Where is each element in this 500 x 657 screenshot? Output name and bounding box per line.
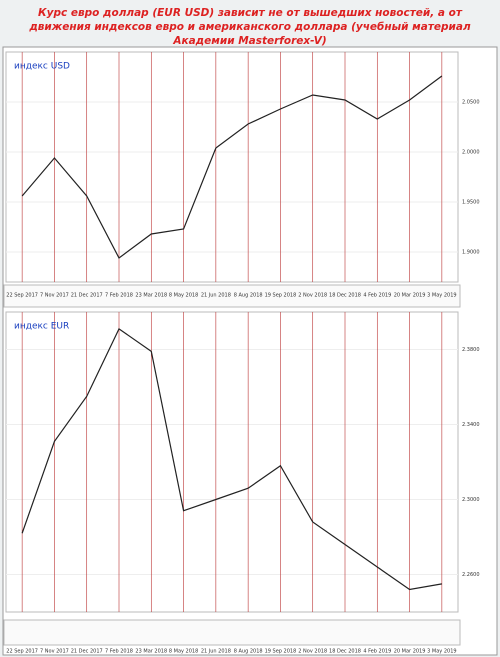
y-tick-label: 2.3400 (462, 422, 480, 428)
x-tick-label: 20 Mar 2019 (394, 293, 426, 299)
x-tick-label: 4 Feb 2019 (363, 293, 391, 299)
y-tick-label: 2.2600 (462, 572, 480, 578)
x-tick-label: 7 Feb 2018 (105, 293, 133, 299)
price-line (21, 327, 442, 591)
x-tick-label: 7 Feb 2018 (105, 649, 133, 655)
x-tick-label: 3 May 2019 (427, 293, 456, 299)
y-tick-label: 2.3000 (462, 497, 480, 503)
y-tick-label: 2.0000 (462, 150, 480, 156)
x-tick-label: 8 Aug 2018 (234, 649, 263, 655)
x-tick-label: 7 Nov 2017 (40, 649, 69, 655)
chart-label: индекс EUR (14, 322, 69, 332)
indicator-panel (3, 619, 461, 646)
frame (2, 46, 498, 656)
indicator-panel (3, 284, 461, 308)
y-tick-label: 1.9500 (462, 200, 480, 206)
chart-label: индекс USD (14, 62, 70, 72)
x-tick-label: 8 Aug 2018 (234, 293, 263, 299)
x-tick-label: 21 Jun 2018 (201, 293, 231, 299)
x-tick-label: 20 Mar 2019 (394, 649, 426, 655)
chart-title: Курс евро доллар (EUR USD) зависит не от… (29, 7, 471, 47)
y-tick-label: 2.0500 (462, 100, 480, 106)
x-tick-label: 2 Nov 2018 (298, 649, 327, 655)
x-tick-label: 8 May 2018 (169, 649, 198, 655)
x-tick-label: 21 Jun 2018 (201, 649, 231, 655)
price-line (21, 75, 443, 259)
x-tick-label: 18 Dec 2018 (329, 293, 361, 299)
x-tick-label: 4 Feb 2019 (363, 649, 391, 655)
x-tick-label: 2 Nov 2018 (298, 293, 327, 299)
x-tick-label: 21 Dec 2017 (71, 649, 103, 655)
x-tick-label: 23 Mar 2018 (135, 293, 167, 299)
plot-area (5, 311, 459, 613)
y-tick-label: 1.9000 (462, 250, 480, 256)
x-tick-label: 18 Dec 2018 (329, 649, 361, 655)
plot-area (5, 51, 459, 283)
x-tick-label: 8 May 2018 (169, 293, 198, 299)
x-tick-label: 19 Sep 2018 (265, 293, 297, 299)
x-tick-label: 3 May 2019 (427, 649, 456, 655)
x-tick-label: 22 Sep 2017 (6, 649, 38, 655)
x-tick-label: 19 Sep 2018 (265, 649, 297, 655)
y-tick-label: 2.3800 (462, 347, 480, 353)
x-tick-label: 22 Sep 2017 (6, 293, 38, 299)
x-tick-label: 21 Dec 2017 (71, 293, 103, 299)
x-tick-label: 23 Mar 2018 (135, 649, 167, 655)
x-tick-label: 7 Nov 2017 (40, 293, 69, 299)
